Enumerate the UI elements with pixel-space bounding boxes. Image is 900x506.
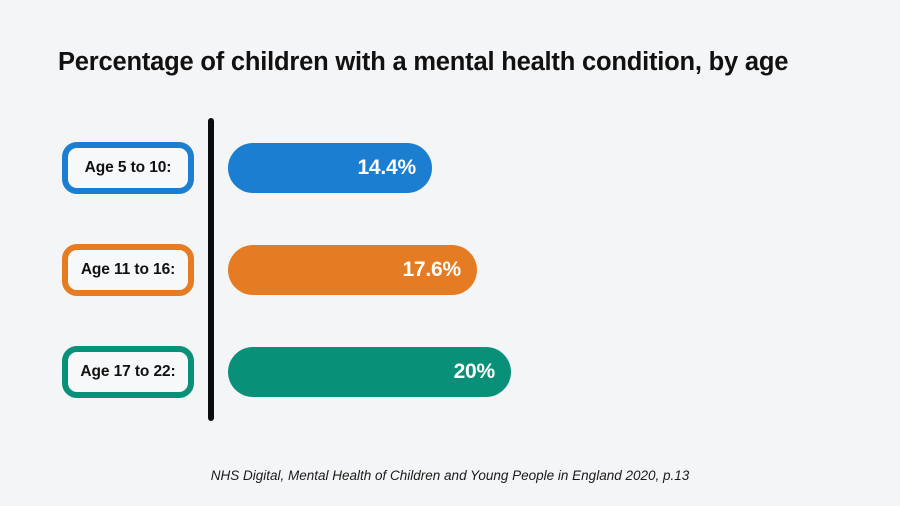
bar-age-5-to-10[interactable]: 14.4%: [228, 143, 432, 193]
category-pill-age-11-to-16[interactable]: Age 11 to 16:: [62, 244, 194, 296]
bar-value-label: 14.4%: [357, 156, 416, 179]
category-pill-label: Age 17 to 22:: [80, 363, 176, 380]
bar-age-17-to-22[interactable]: 20%: [228, 347, 511, 397]
vertical-axis-line: [208, 118, 214, 421]
bar-value-label: 20%: [453, 360, 496, 383]
chart-row: Age 5 to 10: 14.4%: [0, 142, 900, 194]
category-pill-label: Age 11 to 16:: [80, 261, 176, 278]
source-caption: NHS Digital, Mental Health of Children a…: [210, 468, 690, 483]
chart-row: Age 11 to 16: 17.6%: [0, 244, 900, 296]
category-pill-age-5-to-10[interactable]: Age 5 to 10:: [62, 142, 194, 194]
category-pill-age-17-to-22[interactable]: Age 17 to 22:: [62, 346, 194, 398]
bar-age-11-to-16[interactable]: 17.6%: [228, 245, 477, 295]
bar-value-label: 17.6%: [402, 258, 461, 281]
page-title: Percentage of children with a mental hea…: [58, 48, 789, 76]
chart-row: Age 17 to 22: 20%: [0, 346, 900, 398]
category-pill-label: Age 5 to 10:: [84, 159, 172, 176]
chart-plot-area: Age 5 to 10: 14.4% Age 11 to 16: 17.6% A…: [0, 118, 900, 423]
